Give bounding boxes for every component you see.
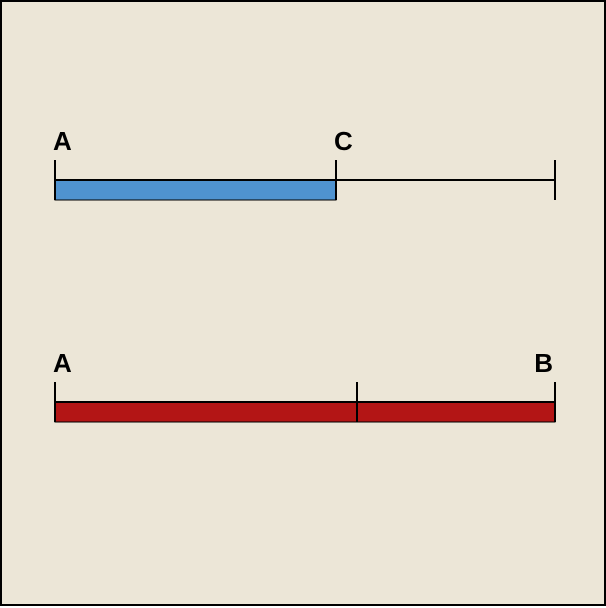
diagram-frame — [0, 0, 606, 606]
label-bottom-A: A — [53, 348, 72, 379]
segment-diagram-svg — [2, 2, 606, 608]
label-top-A: A — [53, 126, 72, 157]
label-top-C: C — [334, 126, 353, 157]
label-bottom-B: B — [534, 348, 553, 379]
